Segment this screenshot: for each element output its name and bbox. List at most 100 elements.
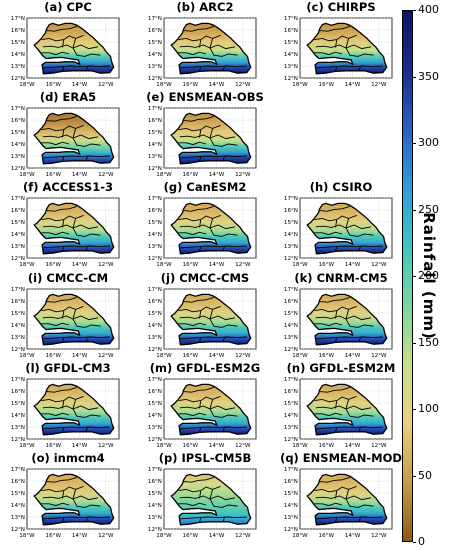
lon-tick-label: 16°W (319, 443, 335, 449)
lon-tick-label: 12°W (98, 443, 114, 449)
lat-tick-label: 12°N (284, 437, 298, 443)
lat-tick-label: 17°N (11, 196, 25, 202)
lat-tick-label: 12°N (11, 256, 25, 262)
region-border (85, 336, 88, 342)
lon-tick-label: 16°W (183, 443, 199, 449)
lat-tick-label: 17°N (148, 106, 162, 112)
lat-tick-label: 16°N (11, 28, 25, 34)
colorbar-tick-label: 50 (418, 468, 432, 482)
country-outline (170, 202, 252, 255)
map-plot: 17°N 16°N 15°N 14°N 13°N 12°N 18°W 16°W 14°W 12°W (0, 465, 136, 540)
country-outline (33, 293, 115, 346)
map-plot: 17°N 16°N 15°N 14°N 13°N 12°N 18°W 16°W 14°W 12°W (0, 285, 136, 360)
region-border (85, 65, 88, 71)
country-outline (306, 473, 388, 526)
lat-tick-label: 12°N (148, 347, 162, 353)
region-border (199, 129, 202, 138)
region-border (319, 205, 351, 212)
region-border (314, 214, 357, 222)
region-border (314, 305, 357, 313)
region-border (335, 400, 338, 409)
lat-tick-label: 15°N (148, 40, 162, 46)
lon-tick-label: 14°W (345, 262, 361, 268)
lat-tick-label: 14°N (148, 413, 162, 419)
lat-tick-label: 13°N (284, 425, 298, 431)
region-border (178, 141, 207, 146)
colorbar-tick-mark (413, 10, 416, 11)
region-border (319, 386, 351, 393)
map-panel-title: (g) CanESM2 (163, 180, 247, 194)
region-border (358, 65, 361, 71)
map-plot: 17°N 16°N 15°N 14°N 13°N 12°N 18°W 16°W 14°W 12°W (137, 465, 273, 540)
lat-tick-label: 15°N (11, 311, 25, 317)
region-border (72, 218, 101, 237)
lat-tick-label: 15°N (148, 491, 162, 497)
region-border (319, 25, 351, 32)
region-border (46, 296, 78, 303)
region-border (345, 309, 374, 328)
lat-tick-label: 17°N (11, 106, 25, 112)
region-border (314, 502, 343, 507)
region-border (42, 315, 99, 321)
region-border (178, 322, 207, 327)
colorbar-tick-label: 400 (418, 3, 439, 16)
lat-tick-label: 17°N (148, 287, 162, 293)
region-border (62, 490, 65, 499)
lon-tick-label: 18°W (156, 172, 172, 178)
region-border (345, 489, 374, 508)
map-panel-title: (i) CMCC-CM (27, 271, 109, 285)
lat-tick-label: 14°N (11, 232, 25, 238)
lat-tick-label: 16°N (284, 28, 298, 34)
map-panel-title: (h) CSIRO (309, 180, 373, 194)
map-panel: (j) CMCC-CMS 17°N 16°N 15°N 14°N 13°N 12°N 18°W… (137, 272, 273, 360)
lon-tick-label: 18°W (19, 82, 35, 88)
lat-tick-label: 14°N (284, 503, 298, 509)
lat-tick-label: 16°N (148, 118, 162, 124)
map-plot: 17°N 16°N 15°N 14°N 13°N 12°N 18°W 16°W 14°W 12°W (0, 104, 136, 179)
colorbar-tick-label: 300 (418, 136, 439, 149)
lon-tick-label: 14°W (72, 82, 88, 88)
region-border (85, 155, 88, 161)
region-border (314, 51, 343, 56)
region-border (222, 155, 225, 161)
map-panel-title: (k) CNRM-CM5 (294, 271, 388, 285)
lat-tick-label: 16°N (284, 389, 298, 395)
map-plot: 17°N 16°N 15°N 14°N 13°N 12°N 18°W 16°W 14°W 12°W (0, 14, 136, 89)
lat-tick-label: 13°N (11, 335, 25, 341)
region-border (209, 128, 238, 147)
lon-tick-label: 16°W (46, 353, 62, 359)
region-border (41, 141, 70, 146)
map-panel-title: (p) IPSL-CM5B (158, 451, 252, 465)
lon-tick-label: 12°W (235, 353, 251, 359)
region-border (180, 65, 247, 69)
region-border (178, 395, 221, 403)
region-border (43, 65, 110, 69)
lat-tick-label: 13°N (11, 515, 25, 521)
map-panel: (b) ARC2 17°N 16°N 15°N 14°N 13°N 12°N 18°W 16°W… (137, 1, 273, 89)
region-border (46, 115, 78, 122)
colorbar-tick-mark (413, 143, 416, 144)
region-border (179, 405, 236, 411)
region-border (209, 38, 238, 57)
region-border (209, 489, 238, 508)
colorbar (402, 10, 413, 542)
region-border (199, 155, 202, 162)
region-border (183, 205, 215, 212)
region-border (199, 39, 202, 48)
region-border (42, 224, 99, 230)
lat-tick-label: 14°N (284, 413, 298, 419)
lon-tick-label: 18°W (19, 533, 35, 539)
map-panel-title: (o) inmcm4 (31, 451, 105, 465)
region-border (345, 218, 374, 237)
region-border (43, 426, 110, 430)
lon-tick-label: 12°W (371, 443, 387, 449)
region-border (335, 219, 338, 228)
lat-tick-label: 13°N (148, 64, 162, 70)
lon-tick-label: 12°W (98, 262, 114, 268)
region-border (42, 495, 99, 501)
lat-tick-label: 17°N (148, 467, 162, 473)
lat-tick-label: 12°N (284, 256, 298, 262)
lon-tick-label: 16°W (319, 353, 335, 359)
region-border (345, 399, 374, 418)
region-border (62, 516, 65, 523)
